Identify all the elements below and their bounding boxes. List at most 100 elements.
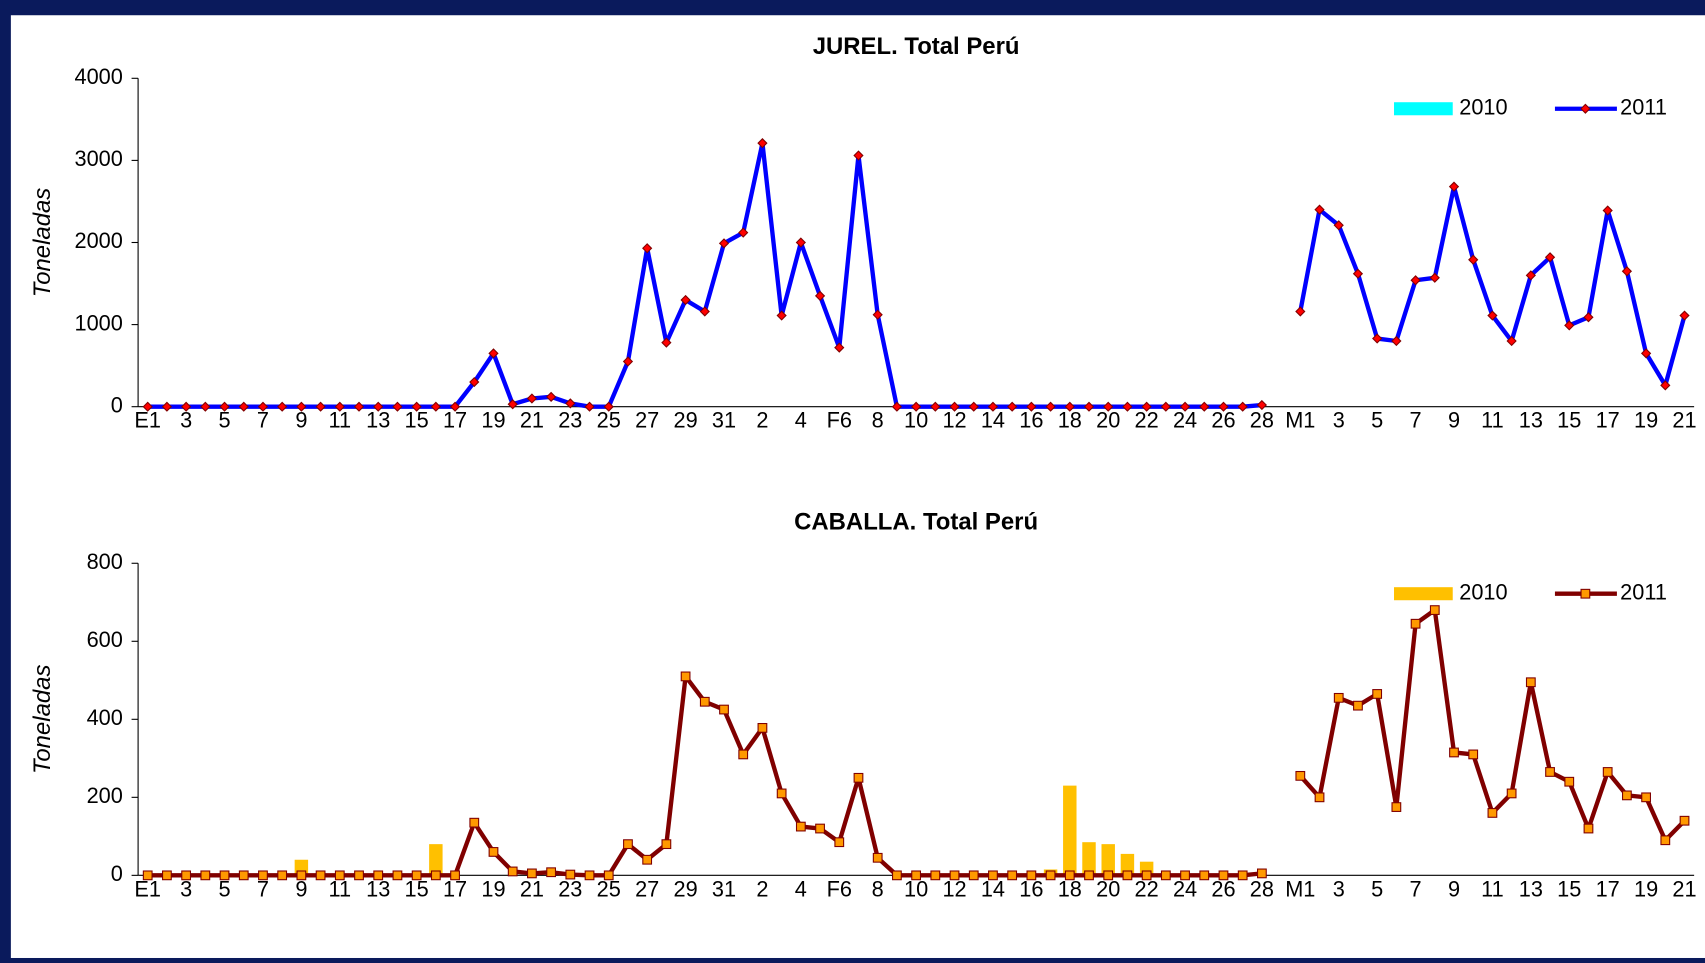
marker (1045, 401, 1056, 412)
marker (354, 870, 364, 881)
marker (1141, 401, 1152, 412)
marker (1237, 870, 1248, 881)
marker (1525, 677, 1536, 688)
marker (1679, 815, 1690, 826)
marker (219, 401, 230, 412)
x-tick-label: 3 (1333, 408, 1345, 433)
marker (296, 870, 307, 881)
x-tick-label: 25 (597, 408, 621, 433)
marker (1641, 792, 1651, 803)
marker (738, 227, 749, 238)
x-tick-label: 7 (1410, 876, 1422, 901)
marker (968, 870, 979, 881)
marker (1314, 792, 1325, 803)
marker (603, 401, 614, 412)
marker (1429, 272, 1440, 283)
marker (853, 150, 864, 161)
x-tick-label: 17 (1596, 408, 1620, 433)
y-axis-label: Toneladas (29, 665, 56, 774)
marker (181, 870, 192, 881)
x-tick-label: 11 (1481, 876, 1504, 901)
x-tick-label: 7 (257, 408, 269, 433)
x-tick-label: 13 (1519, 876, 1543, 901)
x-tick-label: 27 (635, 876, 659, 901)
marker (718, 238, 730, 249)
chart-title: JUREL. Total Perú (813, 33, 1020, 60)
marker (1602, 205, 1613, 216)
marker (910, 401, 922, 412)
marker (1103, 870, 1114, 881)
legend-label: 2011 (1620, 94, 1667, 119)
marker (545, 391, 557, 402)
x-tick-label: 22 (1135, 408, 1159, 433)
marker (373, 870, 384, 881)
marker (1007, 401, 1018, 412)
marker (1564, 776, 1575, 787)
marker (1237, 401, 1248, 412)
x-tick-label: M1 (1285, 408, 1315, 433)
marker (891, 401, 903, 412)
marker (911, 870, 922, 881)
x-tick-label: 13 (366, 408, 390, 433)
marker (872, 309, 883, 320)
marker (449, 401, 461, 412)
marker (1295, 770, 1306, 781)
x-tick-label: F6 (827, 408, 852, 433)
x-tick-label: M1 (1285, 876, 1315, 901)
marker (526, 393, 538, 404)
marker (1468, 254, 1479, 265)
marker (1103, 401, 1114, 412)
x-tick-label: 24 (1173, 408, 1197, 433)
x-tick-label: 11 (329, 408, 352, 433)
marker (1122, 401, 1133, 412)
marker (353, 401, 365, 412)
marker (795, 821, 806, 832)
x-tick-label: 11 (329, 876, 352, 901)
x-tick-label: 14 (981, 876, 1005, 901)
x-tick-label: 9 (1448, 408, 1460, 433)
marker (277, 870, 288, 881)
marker (257, 401, 269, 412)
x-tick-label: 9 (295, 876, 307, 901)
x-tick-label: 18 (1058, 408, 1082, 433)
x-tick-label: 12 (942, 876, 966, 901)
marker (373, 401, 384, 412)
marker (1160, 870, 1171, 881)
y-tick-label: 600 (87, 627, 123, 652)
x-tick-label: 3 (1333, 876, 1345, 901)
marker (680, 294, 691, 306)
marker (296, 401, 307, 412)
chart-title: CABALLA. Total Perú (794, 508, 1038, 535)
marker (1506, 788, 1517, 799)
marker (584, 870, 595, 881)
marker (949, 401, 960, 412)
marker (1621, 266, 1633, 277)
marker (1256, 399, 1268, 411)
x-tick-label: 14 (981, 408, 1005, 433)
x-tick-label: 9 (1448, 876, 1460, 901)
marker (1352, 268, 1364, 279)
marker (757, 722, 768, 733)
x-tick-label: 7 (1410, 408, 1422, 433)
marker (642, 243, 653, 254)
marker (1064, 870, 1075, 881)
marker (930, 870, 941, 881)
marker (315, 870, 326, 881)
x-tick-label: 22 (1135, 876, 1159, 901)
marker (776, 310, 787, 321)
marker (1007, 870, 1018, 881)
marker (1180, 870, 1190, 881)
marker (1295, 306, 1306, 317)
x-tick-label: 27 (635, 408, 659, 433)
marker (411, 401, 422, 412)
x-tick-label: 17 (443, 408, 467, 433)
marker (584, 401, 595, 412)
marker (1487, 808, 1498, 818)
marker (1141, 870, 1152, 881)
marker (968, 401, 979, 412)
x-tick-label: 9 (295, 408, 307, 433)
marker (1026, 870, 1037, 881)
x-tick-label: 3 (180, 408, 192, 433)
legend-label: 2010 (1459, 94, 1507, 119)
